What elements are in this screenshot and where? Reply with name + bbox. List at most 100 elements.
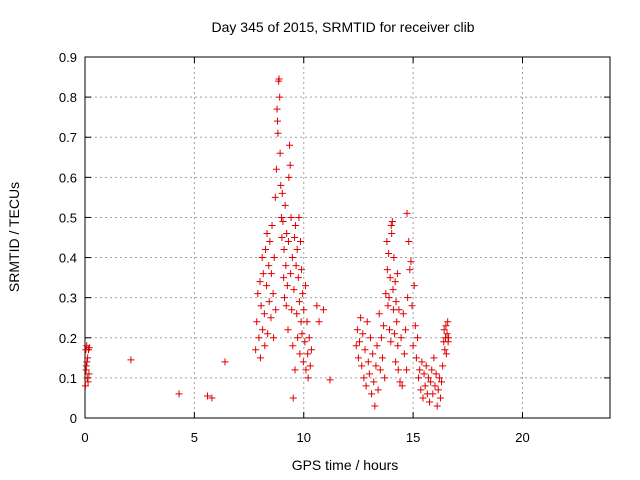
data-point (443, 330, 451, 338)
data-point (281, 201, 289, 209)
data-point (306, 362, 314, 370)
data-point (265, 298, 273, 306)
data-point (434, 386, 442, 394)
data-point (369, 350, 377, 358)
data-point (300, 306, 308, 314)
data-point (408, 302, 416, 310)
data-point (255, 334, 263, 342)
data-point (267, 270, 275, 278)
data-point (397, 334, 405, 342)
data-point (256, 354, 264, 362)
data-point (383, 266, 391, 274)
data-point (263, 229, 271, 237)
data-point (289, 342, 297, 350)
data-point (315, 318, 323, 326)
data-point (295, 298, 303, 306)
data-point (204, 392, 211, 400)
data-point (263, 282, 271, 290)
y-tick-label: 0.3 (59, 291, 77, 306)
data-point (395, 306, 403, 314)
data-point (304, 374, 312, 382)
data-point (287, 213, 295, 221)
data-point (412, 354, 420, 362)
data-point (386, 274, 394, 282)
data-point (388, 217, 396, 225)
data-point (283, 282, 291, 290)
data-point (264, 330, 272, 338)
data-point (396, 378, 404, 386)
data-point (383, 238, 391, 246)
data-point (360, 374, 368, 382)
data-point (277, 213, 285, 221)
data-point (298, 266, 306, 274)
y-tick-label: 0.7 (59, 130, 77, 145)
x-tick-label: 10 (297, 430, 311, 445)
data-point (293, 246, 301, 254)
data-point (288, 306, 296, 314)
data-point (276, 93, 284, 101)
data-point (278, 234, 286, 241)
data-point (272, 165, 280, 173)
y-tick-label: 0.4 (59, 251, 77, 266)
data-point (376, 366, 384, 374)
data-point (370, 378, 378, 386)
data-point (254, 290, 262, 298)
data-point (302, 366, 310, 374)
data-point (398, 382, 406, 390)
data-point (83, 374, 91, 382)
data-point (417, 386, 425, 394)
data-point (377, 334, 385, 342)
data-point (420, 370, 428, 378)
data-point (386, 326, 393, 334)
y-tick-label: 0.6 (59, 170, 77, 185)
data-point (271, 193, 279, 201)
data-point (301, 338, 309, 346)
x-axis-label: GPS time / hours (292, 457, 399, 473)
data-point (287, 270, 295, 278)
data-point (292, 262, 300, 270)
data-point (289, 394, 297, 402)
data-point (371, 402, 379, 410)
data-point (82, 366, 90, 374)
data-point (421, 382, 429, 390)
data-points (81, 75, 453, 410)
data-point (284, 326, 292, 334)
data-point (305, 334, 313, 342)
data-point (380, 322, 388, 330)
data-point (291, 234, 299, 241)
data-point (385, 250, 393, 258)
data-point (364, 358, 372, 366)
data-point (366, 334, 374, 342)
data-point (257, 302, 265, 310)
data-point (424, 374, 432, 382)
data-point (374, 386, 382, 394)
x-tick-label: 0 (81, 430, 88, 445)
data-point (416, 366, 424, 374)
data-point (372, 362, 380, 370)
data-point (221, 358, 229, 366)
data-point (362, 382, 370, 390)
x-tick-label: 15 (406, 430, 420, 445)
data-point (358, 362, 366, 370)
data-point (276, 149, 284, 157)
data-point (175, 390, 183, 398)
data-point (407, 258, 415, 266)
chart-title: Day 345 of 2015, SRMTID for receiver cli… (212, 19, 475, 35)
data-point (127, 356, 135, 364)
data-point (384, 302, 392, 310)
data-point (326, 376, 334, 384)
data-point (442, 350, 450, 358)
data-point (84, 354, 92, 362)
data-point (428, 366, 436, 374)
data-point (282, 302, 290, 310)
data-point (297, 318, 305, 326)
tick-labels: 0 0.1 0.2 0.3 0.4 0.5 0.6 0.7 0.8 0.9 0 5 10 15 20 (59, 50, 530, 445)
data-point (442, 322, 450, 330)
plot-frame (84, 56, 611, 419)
data-point (281, 294, 288, 302)
data-point (435, 374, 443, 382)
data-point (419, 394, 427, 402)
x-tick-label: 20 (515, 430, 529, 445)
data-point (429, 390, 437, 398)
data-point (83, 358, 91, 366)
